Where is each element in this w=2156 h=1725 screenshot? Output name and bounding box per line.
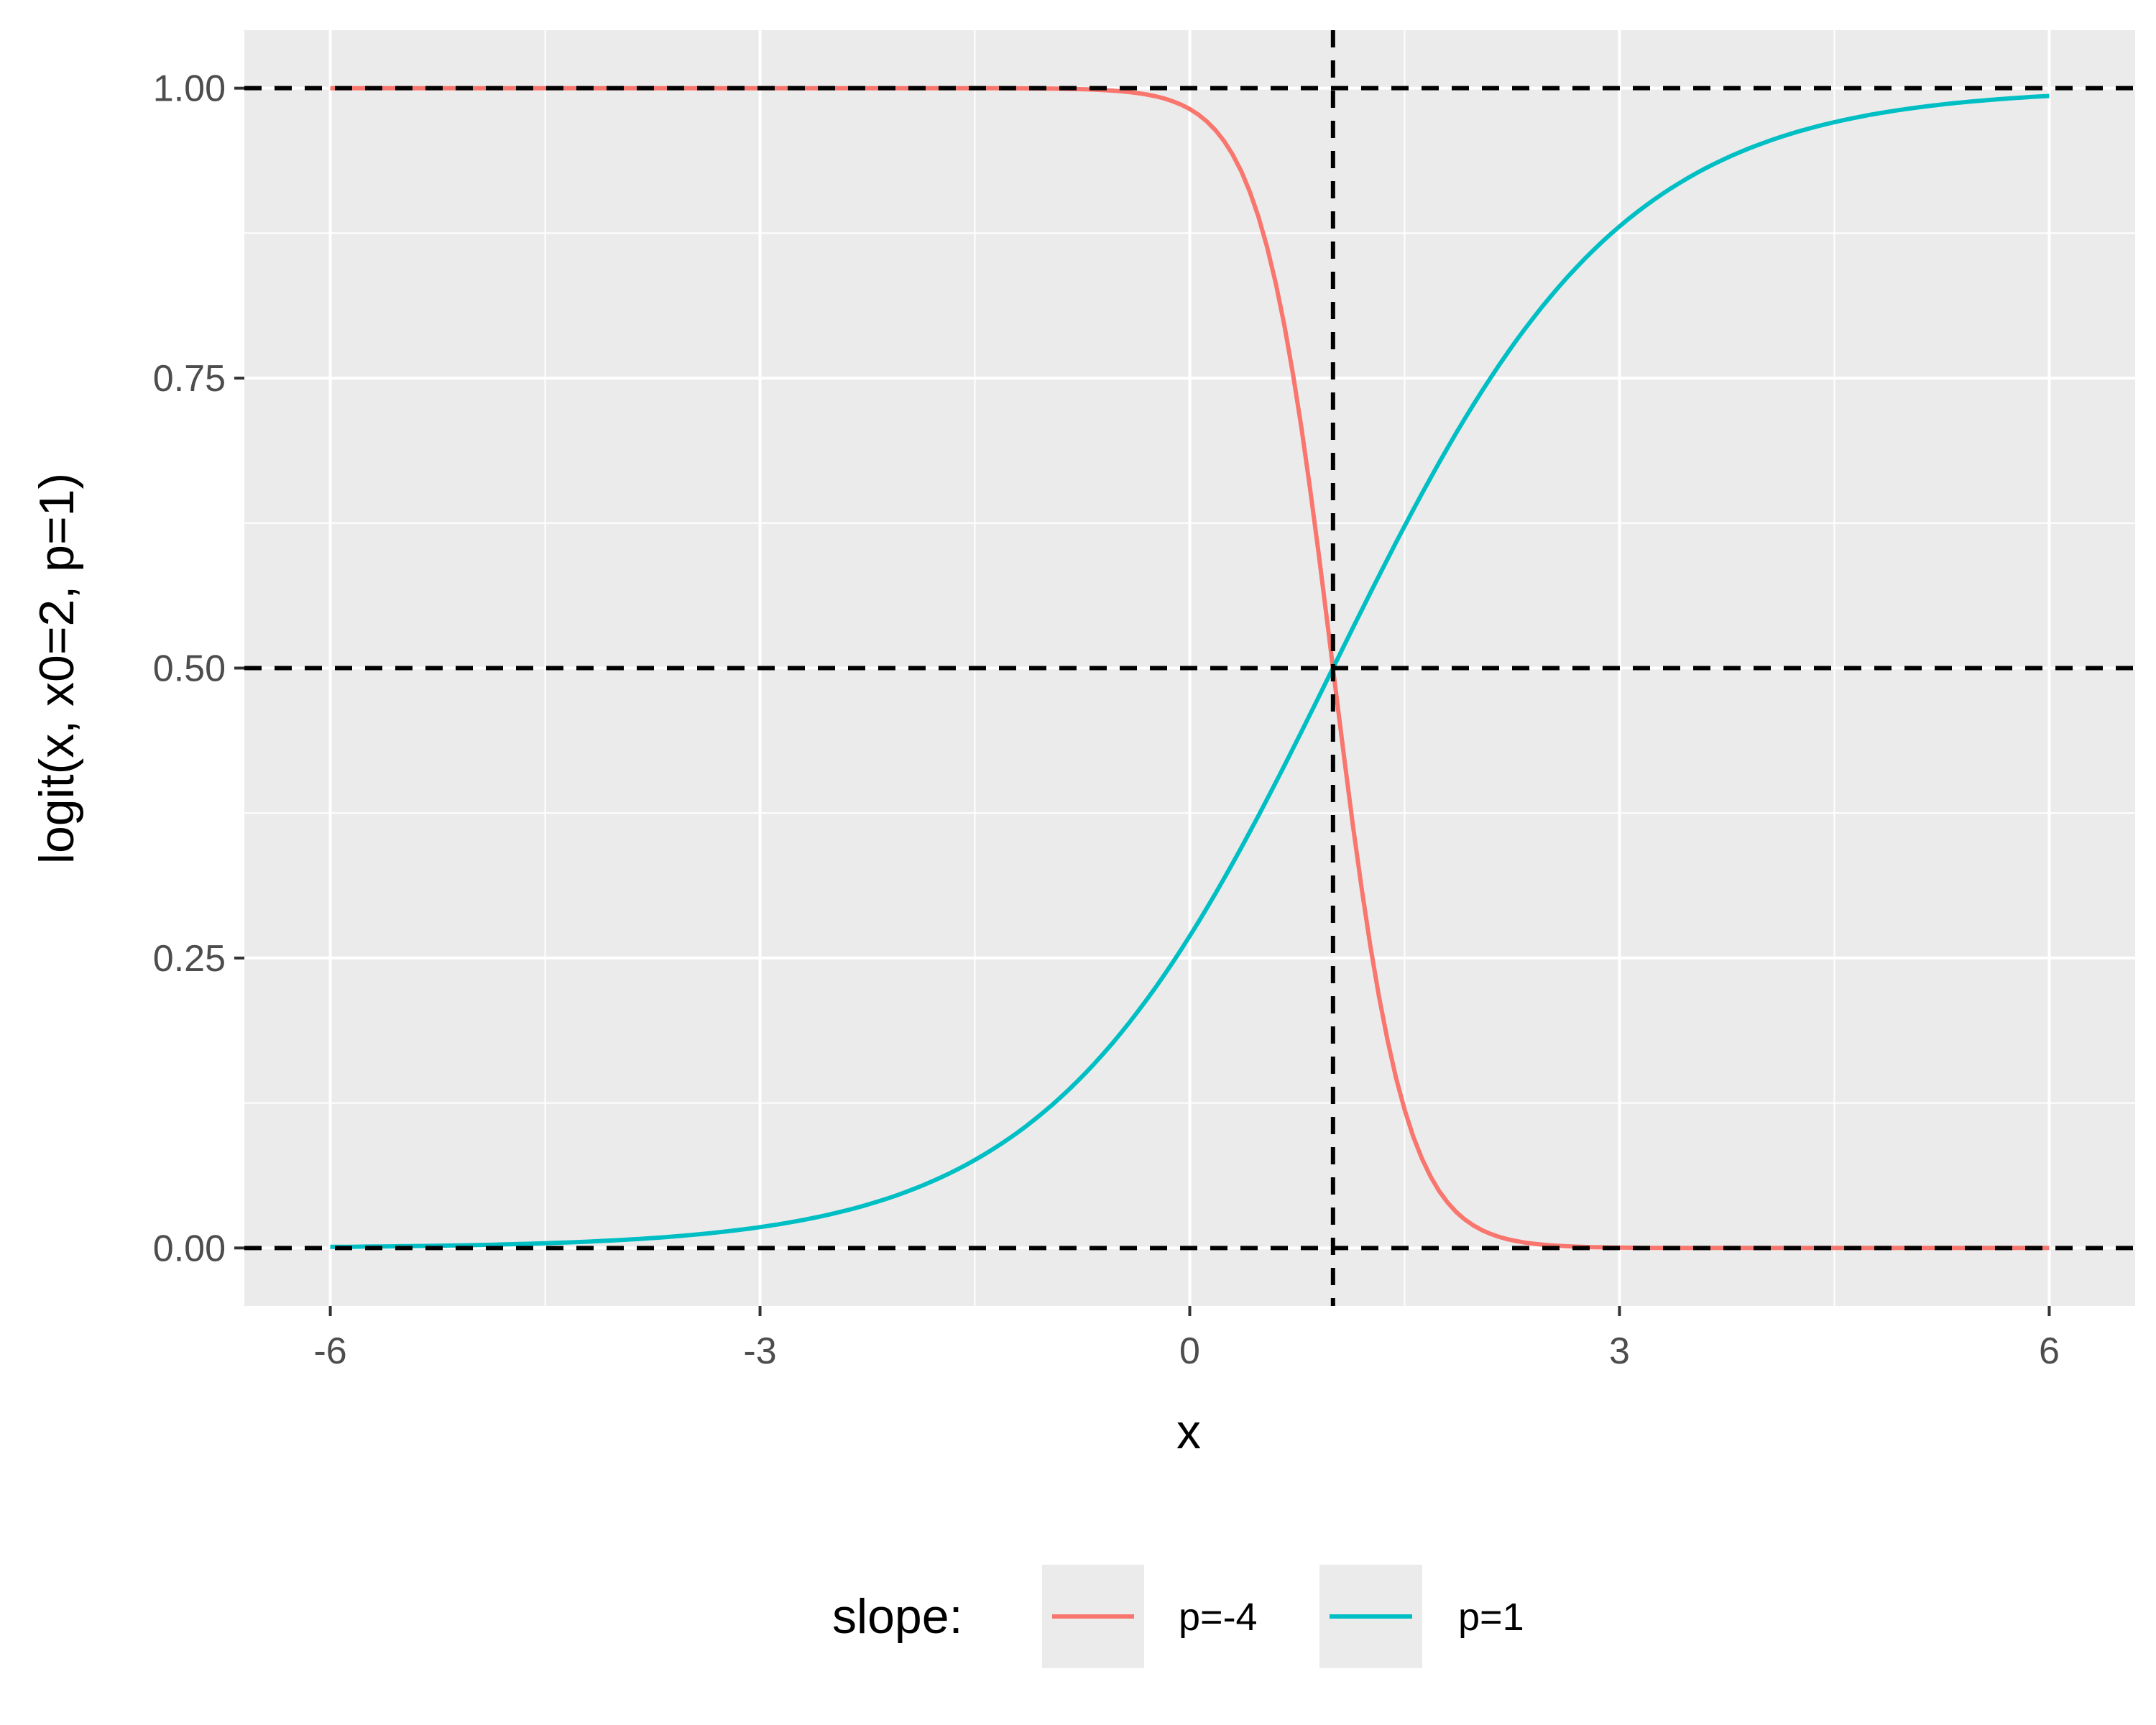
x-axis: -6 -3 0 3 6 (313, 1306, 2060, 1372)
legend: slope: p=-4 p=1 (832, 1565, 1524, 1668)
y-axis-title: logit(x, x0=2, p=1) (29, 473, 84, 864)
y-tick-label: 1.00 (153, 68, 226, 110)
x-tick-label: -6 (313, 1330, 346, 1372)
x-axis-title: x (1176, 1404, 1201, 1459)
legend-label-p-4: p=-4 (1179, 1596, 1258, 1639)
y-tick-label: 0.25 (153, 938, 226, 980)
legend-title: slope: (832, 1589, 962, 1644)
x-tick-label: 0 (1179, 1330, 1200, 1372)
y-axis: 0.00 0.25 0.50 0.75 1.00 (153, 68, 244, 1269)
x-tick-label: -3 (743, 1330, 776, 1372)
reference-lines (244, 30, 2135, 1306)
x-tick-label: 3 (1609, 1330, 1630, 1372)
y-tick-label: 0.00 (153, 1228, 226, 1269)
x-tick-label: 6 (2039, 1330, 2060, 1372)
y-tick-label: 0.50 (153, 648, 226, 690)
legend-label-p1: p=1 (1458, 1596, 1524, 1639)
y-tick-label: 0.75 (153, 358, 226, 400)
series-line-p=1 (330, 93, 2050, 1249)
